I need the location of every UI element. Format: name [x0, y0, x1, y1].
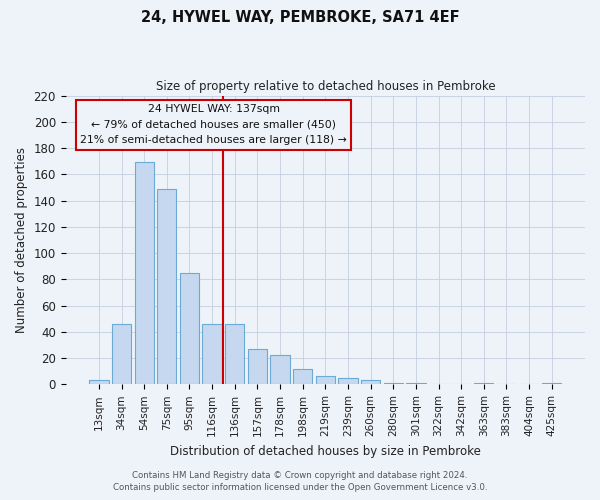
Bar [338, 378, 358, 384]
Bar [248, 349, 267, 384]
Bar [112, 324, 131, 384]
Bar [89, 380, 109, 384]
Bar [361, 380, 380, 384]
Title: Size of property relative to detached houses in Pembroke: Size of property relative to detached ho… [155, 80, 495, 93]
Text: 24 HYWEL WAY: 137sqm
← 79% of detached houses are smaller (450)
21% of semi-deta: 24 HYWEL WAY: 137sqm ← 79% of detached h… [80, 104, 347, 146]
Y-axis label: Number of detached properties: Number of detached properties [15, 147, 28, 333]
Text: Contains HM Land Registry data © Crown copyright and database right 2024.
Contai: Contains HM Land Registry data © Crown c… [113, 471, 487, 492]
Bar [134, 162, 154, 384]
Bar [157, 188, 176, 384]
Bar [406, 383, 425, 384]
Bar [180, 273, 199, 384]
Bar [316, 376, 335, 384]
Text: 24, HYWEL WAY, PEMBROKE, SA71 4EF: 24, HYWEL WAY, PEMBROKE, SA71 4EF [140, 10, 460, 25]
Bar [202, 324, 222, 384]
Bar [225, 324, 244, 384]
X-axis label: Distribution of detached houses by size in Pembroke: Distribution of detached houses by size … [170, 444, 481, 458]
Bar [293, 368, 313, 384]
Bar [474, 383, 493, 384]
Bar [542, 383, 562, 384]
Bar [271, 356, 290, 384]
Bar [383, 383, 403, 384]
